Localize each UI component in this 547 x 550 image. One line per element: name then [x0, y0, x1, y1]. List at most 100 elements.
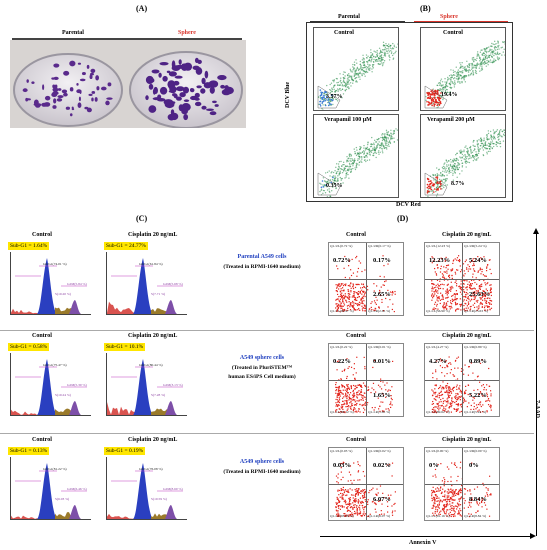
medium-label: (Treated in RPMI-1640 medium) — [223, 264, 301, 270]
annexin-title: Cisplatin 20 ng/mL — [442, 232, 492, 238]
panel-b-sphere-bar — [414, 21, 508, 22]
row-separator — [0, 330, 534, 331]
panel-label-a: (A) — [136, 4, 148, 13]
hist-title: Control — [32, 232, 52, 238]
annexin-title: Control — [346, 333, 366, 339]
g1-label: G0/G1(75.47 %) — [43, 363, 67, 367]
panel-label-c: (C) — [136, 214, 148, 223]
cell-type-label: A549 sphere cells — [239, 459, 285, 465]
medium-label: (Treated in RPMI-1640 medium) — [223, 469, 301, 475]
quadrant-ll-label: Q1-LL(91.16 %) — [426, 514, 450, 518]
subg1-badge: Sub-G1 = 0.13% — [8, 447, 50, 455]
quadrant-ur-label: Q1-UR(0.17 %) — [368, 244, 391, 248]
percent-ur: 0% — [469, 462, 479, 469]
s-phase-label: S(7.71 %) — [151, 292, 166, 296]
flow-percent: 19.4% — [441, 92, 458, 98]
g2m-label: G2M(5.68 %) — [163, 282, 183, 286]
subg1-badge: Sub-G1 = 10.1% — [104, 343, 146, 351]
row-separator — [0, 433, 534, 434]
g1-label: G0/G1(81.22 %) — [43, 467, 67, 471]
quadrant-ur-label: Q1-UR(0.02 %) — [368, 449, 391, 453]
annexin-quadrant-plot: Q1-UL(0.00 %) Q1-UR(0.00 %) Q1-LL(91.16 … — [424, 447, 500, 521]
percent-ur: 0.02% — [373, 462, 391, 469]
panel-a-top-bar — [12, 38, 242, 40]
g2m-label: G2M(3.13 %) — [163, 383, 183, 387]
petri-dish-photos — [10, 40, 246, 128]
panel-b-parental-label: Parental — [338, 14, 360, 20]
g2m-label: G2M(6.46 %) — [67, 487, 87, 491]
quadrant-ul-label: Q1-UL(0.22 %) — [330, 345, 353, 349]
percent-ul: 0% — [429, 462, 439, 469]
quadrant-ll-label: Q1-LL(56.90 %) — [426, 309, 450, 313]
quadrant-ul-label: Q1-UL(4.27 %) — [426, 345, 449, 349]
subg1-badge: Sub-G1 = 0.19% — [104, 447, 146, 455]
quadrant-ur-label: Q1-UR(5.24 %) — [464, 244, 487, 248]
percent-lr: 1.65% — [373, 392, 391, 399]
quadrant-ul-label: Q1-UL(0.03 %) — [330, 449, 353, 453]
panel-b-xlabel: DCV Red — [396, 202, 421, 208]
s-phase-label: S(6.03 %) — [55, 497, 70, 501]
cell-cycle-histogram: G0/G1(80.44 %) G2M(3.13 %) S(7.28 %) — [106, 353, 187, 416]
flow-title: Control — [443, 30, 463, 36]
flow-title: Verapamil 100 μM — [324, 117, 372, 123]
parental-dish — [13, 53, 123, 127]
panel-b-frame — [306, 22, 513, 202]
quadrant-ll-label: Q1-LL(96.47 %) — [330, 309, 354, 313]
flow-parental-verapamil: Verapamil 100 μM 0.35% — [313, 114, 399, 198]
annexin-title: Control — [346, 437, 366, 443]
quadrant-lr-label: Q1-LR(2.65 %) — [368, 309, 391, 313]
annexin-title: Cisplatin 20 ng/mL — [442, 437, 492, 443]
flow-percent: 8.7% — [451, 181, 465, 187]
percent-ur: 0.01% — [373, 358, 391, 365]
quadrant-ll-label: Q1-LL(93.88 %) — [330, 514, 354, 518]
annexin-quadrant-plot: Q1-UL(4.27 %) Q1-UR(0.89 %) Q1-LL(89.62 … — [424, 343, 500, 417]
quadrant-ur-label: Q1-UR(0.89 %) — [464, 345, 487, 349]
hist-title: Cisplatin 20 ng/mL — [128, 232, 178, 238]
panel-a-parental-label: Parental — [62, 30, 84, 36]
panel-label-d: (D) — [397, 214, 409, 223]
flow-title: Verapamil 200 μM — [427, 117, 475, 123]
cell-cycle-histogram: G0/G1(74.01 %) G2M(5.84 %) S(10.20 %) — [10, 252, 91, 315]
hist-title: Cisplatin 20 ng/mL — [128, 333, 178, 339]
panel-d-ylabel: 7-AAD — [534, 400, 540, 418]
g2m-label: G2M(8.60 %) — [163, 487, 183, 491]
quadrant-ul-label: Q1-UL(0.00 %) — [426, 449, 449, 453]
panel-label-b: (B) — [420, 4, 431, 13]
annexin-arrow-icon — [530, 533, 536, 539]
percent-ul: 12.23% — [429, 257, 451, 264]
cell-cycle-histogram: G0/G1(81.22 %) G2M(6.46 %) S(6.03 %) — [10, 457, 91, 520]
percent-ul: 0.22% — [333, 358, 351, 365]
flow-percent: 0.35% — [326, 183, 343, 189]
percent-lr: 8.84% — [469, 496, 487, 503]
hist-title: Control — [32, 333, 52, 339]
annexin-quadrant-plot: Q1-UL(0.03 %) Q1-UR(0.02 %) Q1-LL(93.88 … — [328, 447, 404, 521]
quadrant-ll-label: Q1-LL(98.12 %) — [330, 410, 354, 414]
panel-b-ylabel: DCV Blue — [285, 81, 291, 108]
percent-lr: 2.65% — [373, 291, 391, 298]
percent-lr: 6.07% — [373, 496, 391, 503]
cell-cycle-histogram: G0/G1(75.47 %) G2M(5.30 %) S(10.24 %) — [10, 353, 91, 416]
medium-label: (Treated in PluriSTEM™ — [231, 365, 293, 371]
7aad-axis — [536, 232, 537, 536]
percent-ur: 5.24% — [469, 257, 487, 264]
quadrant-lr-label: Q1-LR(1.65 %) — [368, 410, 391, 414]
s-phase-label: S(10.24 %) — [55, 393, 71, 397]
g2m-label: G2M(5.30 %) — [67, 383, 87, 387]
cell-type-label: Parental A549 cells — [237, 254, 287, 260]
annexin-axis — [320, 536, 534, 537]
quadrant-ul-label: Q1-UL(12.23 %) — [426, 244, 451, 248]
cell-cycle-histogram: G0/G1(61.84 %) G2M(5.68 %) S(7.71 %) — [106, 252, 187, 315]
g1-label: G0/G1(74.01 %) — [43, 262, 67, 266]
percent-ul: 4.27% — [429, 358, 447, 365]
g1-label: G0/G1(61.84 %) — [139, 262, 163, 266]
subg1-badge: Sub-G1 = 24.77% — [104, 242, 148, 250]
quadrant-lr-label: Q1-LR(8.84 %) — [464, 514, 487, 518]
percent-ul: 0.72% — [333, 257, 351, 264]
percent-ur: 0.89% — [469, 358, 487, 365]
s-phase-label: S(7.28 %) — [151, 393, 166, 397]
g1-label: G0/G1(76.08 %) — [139, 467, 163, 471]
subg1-badge: Sub-G1 = 0.58% — [8, 343, 50, 351]
subg1-badge: Sub-G1 = 1.64% — [8, 242, 50, 250]
quadrant-ul-label: Q1-UL(0.72 %) — [330, 244, 353, 248]
quadrant-ll-label: Q1-LL(89.62 %) — [426, 410, 450, 414]
